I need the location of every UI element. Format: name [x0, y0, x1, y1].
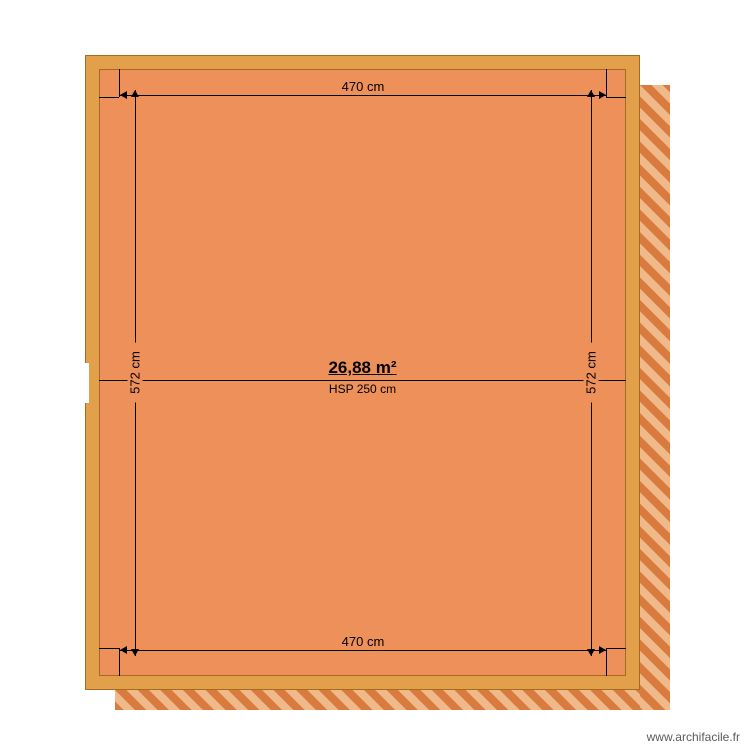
- dim-right-arrow-b: [587, 649, 595, 656]
- corner-tl-h: [99, 97, 119, 98]
- area-label: 26,88 m²: [313, 358, 413, 378]
- door-opening: [85, 363, 89, 403]
- hatch-bottom: [115, 690, 670, 710]
- watermark: www.archifacile.fr: [647, 730, 740, 744]
- dim-top-arrow-l: [120, 91, 127, 99]
- dim-left-arrow-t: [131, 90, 139, 97]
- corner-tl-v: [119, 69, 120, 97]
- corner-br-h: [606, 648, 626, 649]
- center-line: [99, 380, 626, 381]
- dim-top-label: 470 cm: [333, 79, 393, 94]
- dim-right-label: 572 cm: [584, 343, 599, 403]
- dim-left-label: 572 cm: [128, 343, 143, 403]
- dim-bottom-label: 470 cm: [333, 634, 393, 649]
- dim-right-arrow-t: [587, 90, 595, 97]
- dim-left-arrow-b: [131, 649, 139, 656]
- dim-bottom-line: [120, 650, 606, 651]
- hsp-label: HSP 250 cm: [313, 382, 413, 396]
- corner-bl-h: [99, 648, 119, 649]
- floorplan-canvas: 470 cm 470 cm 572 cm 572 cm 26,88 m² HSP…: [0, 0, 750, 750]
- dim-top-arrow-r: [599, 91, 606, 99]
- corner-tr-h: [606, 97, 626, 98]
- hatch-right: [640, 85, 670, 710]
- dim-bottom-arrow-l: [120, 646, 127, 654]
- dim-top-line: [120, 95, 606, 96]
- corner-tr-v: [606, 69, 607, 97]
- dim-bottom-arrow-r: [599, 646, 606, 654]
- corner-bl-v: [119, 648, 120, 676]
- corner-br-v: [606, 648, 607, 676]
